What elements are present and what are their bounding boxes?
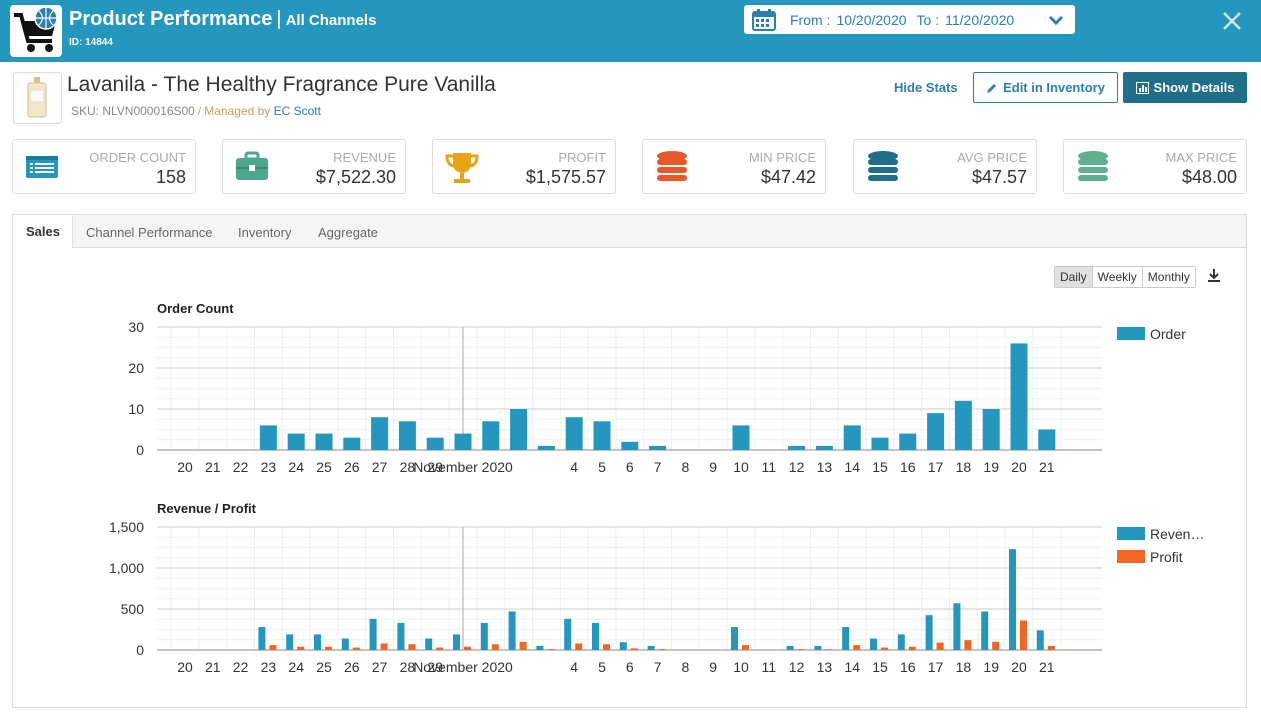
date-to-value: 11/20/2020 [945,11,1015,28]
stat-label: AVG PRICE [957,150,1027,165]
meta-separator: / [197,104,202,118]
channel-name: All Channels [285,12,377,29]
stat-value: $7,522.30 [315,167,396,187]
manager-link[interactable]: EC Scott [273,104,321,118]
show-details-label: Show Details [1153,80,1235,95]
monthly-button[interactable]: Monthly [1142,267,1195,287]
tab-inventory[interactable]: Inventory [238,224,292,240]
stat-value: 158 [155,167,186,187]
daily-button[interactable]: Daily [1055,267,1093,287]
title-text: Product Performance [69,8,273,30]
stat-label: ORDER COUNT [89,150,186,165]
list-icon [26,156,58,178]
chevron-down-icon [1048,15,1064,25]
pencil-icon [987,83,997,93]
product-thumbnail [13,72,62,124]
bar-chart-icon [1135,81,1149,94]
product-id: ID: 14844 [69,37,113,48]
download-icon[interactable] [1206,268,1222,284]
stat-label: MAX PRICE [1165,150,1237,165]
tab-bar [13,215,1246,248]
product-name: Lavanila - The Healthy Fragrance Pure Va… [67,73,496,96]
date-from-value: 10/20/2020 [836,11,907,28]
stat-label: MIN PRICE [748,150,816,165]
stat-value: $47.57 [971,167,1027,187]
managed-by-label: Managed by [204,104,271,118]
page-title: Product Performance | All Channels [69,8,376,31]
stat-card-profit: PROFIT $1,575.57 [432,139,616,194]
weekly-button[interactable]: Weekly [1092,267,1143,287]
stat-label: PROFIT [558,150,606,165]
title-separator: | [276,8,282,30]
product-sku: SKU: NLVN000016S00 [71,104,195,118]
stat-card-order-count: ORDER COUNT 158 [12,139,196,194]
close-icon[interactable] [1221,10,1243,32]
tab-sales[interactable]: Sales [12,214,73,249]
date-to-label: To : [916,11,940,28]
date-range-picker[interactable]: From : 10/20/2020 To : 11/20/2020 [744,5,1075,34]
product-meta: SKU: NLVN000016S00/Managed by EC Scott [71,104,321,118]
stat-card-avg-price: AVG PRICE $47.57 [853,139,1037,194]
briefcase-icon [236,151,268,180]
stat-value: $1,575.57 [525,167,606,187]
hide-stats-link[interactable]: Hide Stats [894,80,958,95]
tab-aggregate[interactable]: Aggregate [318,224,378,240]
cart-globe-logo-icon [10,5,62,57]
coins-icon [868,151,898,181]
edit-inventory-button[interactable]: Edit in Inventory [973,72,1118,103]
coins-icon [657,151,687,181]
edit-inventory-label: Edit in Inventory [1003,80,1105,95]
stat-card-min-price: MIN PRICE $47.42 [642,139,826,194]
tab-channel-performance[interactable]: Channel Performance [86,224,213,240]
date-from-label: From : [790,11,831,28]
tab-panel: Sales Channel Performance Inventory Aggr… [12,214,1247,708]
range-toggle: Daily Weekly Monthly [1054,266,1196,288]
stat-label: REVENUE [333,150,396,165]
trophy-icon [445,153,479,183]
stat-value: $47.42 [760,167,816,187]
show-details-button[interactable]: Show Details [1123,72,1247,103]
coins-icon [1078,151,1108,181]
stat-card-max-price: MAX PRICE $48.00 [1063,139,1247,194]
calendar-icon [752,8,776,31]
stat-value: $48.00 [1181,167,1237,187]
stat-card-revenue: REVENUE $7,522.30 [222,139,406,194]
